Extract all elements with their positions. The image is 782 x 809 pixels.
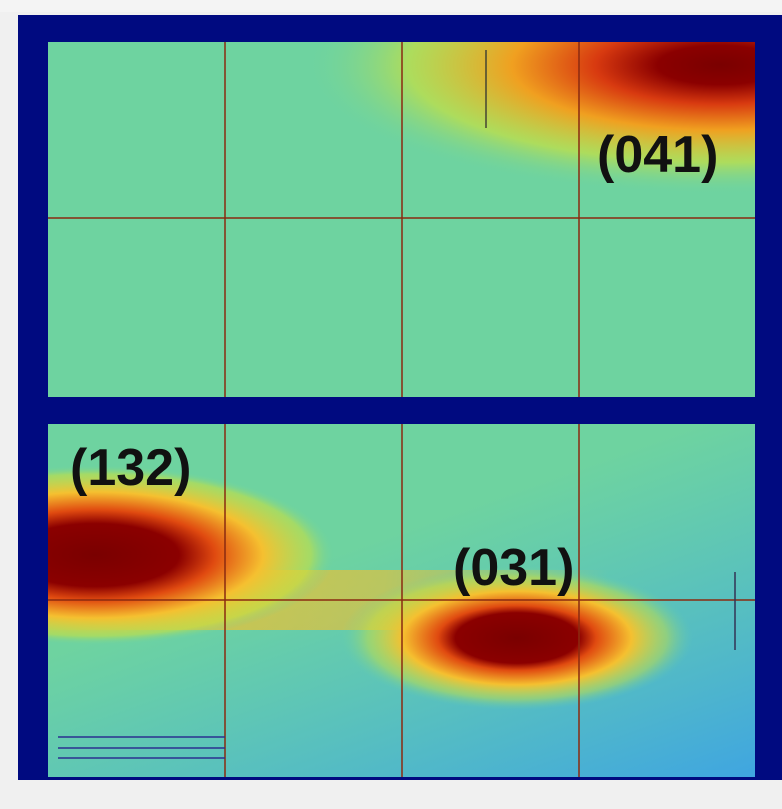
dead-rows [58,736,225,759]
peak-label: (031) [453,539,574,597]
top-bar [0,0,782,12]
peak-label: (132) [70,439,191,497]
peak-label: (041) [597,126,718,184]
panel-grid [48,424,755,777]
panel-grid [48,42,755,397]
